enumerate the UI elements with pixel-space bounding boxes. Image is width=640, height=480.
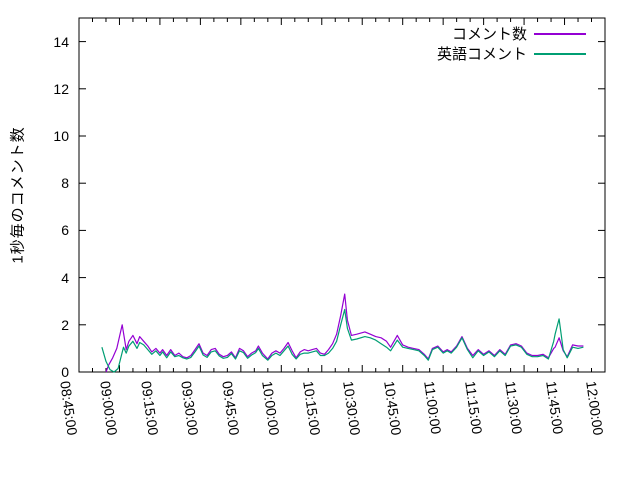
y-axis-title: 1秒毎のコメント数 <box>9 126 27 264</box>
y-axis-tick-label: 14 <box>53 33 69 50</box>
y-axis-tick-label: 0 <box>61 364 69 380</box>
y-axis-tick-label: 12 <box>53 80 69 97</box>
legend-line-sample <box>534 32 586 35</box>
legend-label: 英語コメント <box>436 46 527 63</box>
y-axis-tick-label: 2 <box>61 316 69 333</box>
y-axis-tick-label: 4 <box>61 269 69 286</box>
legend-entry: 英語コメント <box>437 44 586 63</box>
legend-label: コメント数 <box>451 26 527 43</box>
y-axis-tick-label: 6 <box>61 222 69 239</box>
legend-entry: コメント数 <box>437 24 586 43</box>
y-axis-tick-label: 10 <box>53 128 69 144</box>
legend-line-sample <box>534 52 586 55</box>
y-axis-tick-label: 8 <box>61 175 69 192</box>
legend: コメント数英語コメント <box>437 24 586 63</box>
